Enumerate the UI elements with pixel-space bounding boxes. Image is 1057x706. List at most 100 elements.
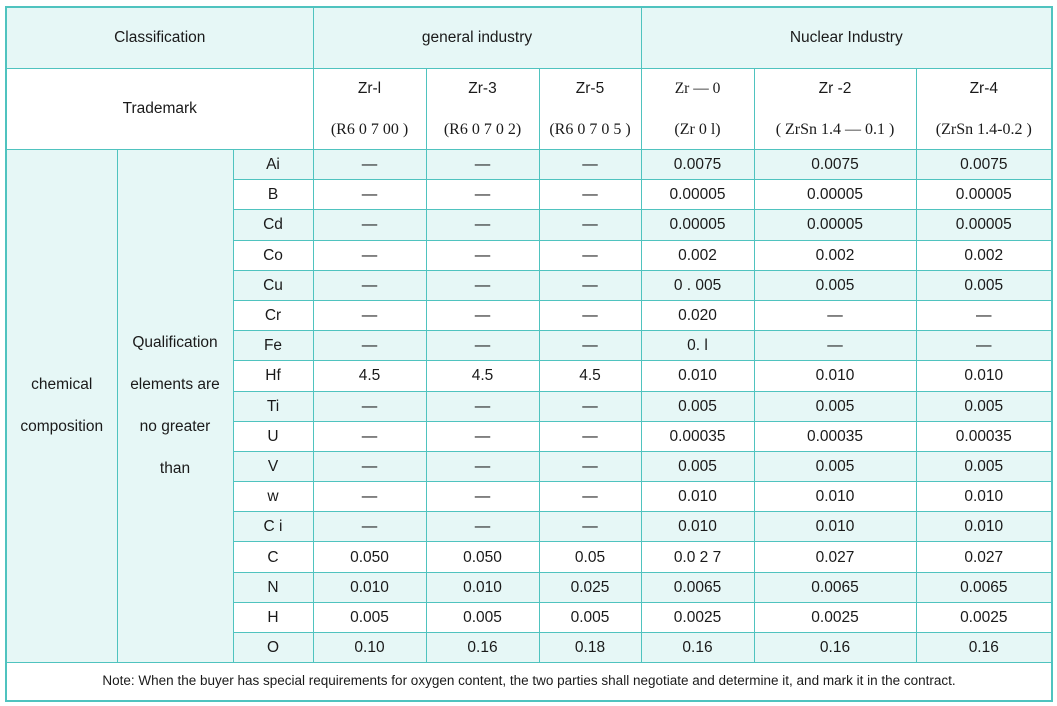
value-cell: 0.0075: [915, 148, 1053, 181]
header-row-grades: Trademark Zr-l (R6 0 7 00 ) Zr-3 (R6 0 7 0…: [5, 68, 1053, 150]
value-cell: —: [425, 239, 540, 271]
value-cell: —: [538, 299, 642, 332]
value-cell: —: [915, 330, 1053, 362]
grade-code: ( ZrSn 1.4 — 0.1 ): [775, 120, 895, 138]
table-row: N 0.010 0.010 0.025 0.0065 0.0065 0.0065: [6, 571, 1053, 603]
qualification-line: no greater: [139, 418, 211, 436]
value-cell: 0.0025: [640, 601, 755, 634]
value-cell: —: [312, 179, 427, 211]
element-symbol: w: [232, 481, 314, 513]
grade-code: (R6 0 7 0 2): [443, 120, 522, 138]
value-cell: 0.005: [915, 450, 1053, 483]
value-cell: 0.010: [312, 571, 427, 603]
value-cell: 0.00035: [915, 420, 1053, 452]
value-cell: 0.10: [312, 631, 427, 664]
value-cell: 0.002: [915, 239, 1053, 271]
grade-header: Zr — 0 (Zr 0 l): [640, 68, 755, 150]
value-cell: 0.027: [753, 541, 917, 573]
classification-header: Classification: [5, 6, 314, 69]
grade-header: Zr-l (R6 0 7 00 ): [312, 68, 427, 150]
grade-name: Zr-3: [468, 79, 497, 97]
value-cell: 0.16: [425, 631, 540, 664]
grade-name: Zr — 0: [674, 79, 721, 97]
value-cell: —: [312, 299, 427, 332]
value-cell: 0.010: [640, 511, 755, 543]
nuclear-industry-header: Nuclear Industry: [640, 6, 1053, 69]
value-cell: —: [538, 481, 642, 513]
value-cell: 0.027: [915, 541, 1053, 573]
value-cell: 0.0075: [640, 148, 755, 181]
value-cell: 0.005: [915, 390, 1053, 422]
value-cell: —: [312, 420, 427, 452]
grade-code: (R6 0 7 0 5 ): [549, 120, 631, 138]
value-cell: —: [915, 299, 1053, 332]
value-cell: —: [425, 148, 540, 181]
value-cell: —: [538, 148, 642, 181]
value-cell: 0.005: [640, 450, 755, 483]
qualification-line: elements are: [130, 376, 220, 394]
value-cell: —: [312, 390, 427, 422]
value-cell: —: [312, 269, 427, 301]
grade-header: Zr-5 (R6 0 7 0 5 ): [538, 68, 642, 150]
value-cell: 0.050: [312, 541, 427, 573]
grade-code: (R6 0 7 00 ): [330, 120, 409, 138]
value-cell: 0.0025: [753, 601, 917, 634]
value-cell: —: [538, 179, 642, 211]
value-cell: —: [425, 511, 540, 543]
table-row: U — — —0.00035 0.00035 0.00035: [6, 420, 1053, 452]
value-cell: 0.020: [640, 299, 755, 332]
value-cell: —: [312, 450, 427, 483]
value-cell: 4.5: [538, 360, 642, 392]
value-cell: 0.025: [538, 571, 642, 603]
value-cell: 0.00035: [640, 420, 755, 452]
value-cell: 0.00035: [753, 420, 917, 452]
value-cell: —: [538, 239, 642, 271]
value-cell: 0. l: [640, 330, 755, 362]
value-cell: —: [425, 481, 540, 513]
value-cell: 0.00005: [915, 209, 1053, 241]
element-symbol: Cr: [232, 299, 314, 332]
table-row: C i — — —0.010 0.010 0.010: [6, 511, 1053, 543]
header-row-categories: Classification general industry Nuclear …: [5, 6, 1053, 69]
table-row: Co — — —0.002 0.002 0.002: [6, 239, 1053, 271]
value-cell: —: [425, 330, 540, 362]
group-line: composition: [20, 418, 104, 436]
value-cell: 0.002: [640, 239, 755, 271]
value-cell: 0.005: [538, 601, 642, 634]
value-cell: —: [425, 299, 540, 332]
grade-name: Zr-5: [575, 79, 605, 97]
table-row: O 0.10 0.16 0.18 0.16 0.16 0.16: [6, 631, 1053, 664]
value-cell: 0.005: [753, 450, 917, 483]
value-cell: 0.010: [640, 360, 755, 392]
element-symbol: C: [232, 541, 314, 573]
qualification-label: Qualification elements are no greater than: [116, 148, 234, 664]
value-cell: —: [425, 420, 540, 452]
value-cell: 0.0075: [753, 148, 917, 181]
value-cell: —: [538, 209, 642, 241]
value-cell: 0.050: [425, 541, 540, 573]
element-symbol: N: [232, 571, 314, 603]
value-cell: 0.010: [915, 360, 1053, 392]
composition-table: Classification general industry Nuclear …: [5, 6, 1054, 703]
group-line: chemical: [31, 376, 93, 394]
value-cell: —: [538, 511, 642, 543]
grade-name: Zr-l: [357, 79, 382, 97]
element-symbol: Cu: [232, 269, 314, 301]
value-cell: —: [312, 239, 427, 271]
value-cell: —: [312, 330, 427, 362]
element-symbol: Hf: [232, 360, 314, 392]
value-cell: 0.0065: [753, 571, 917, 603]
value-cell: —: [312, 209, 427, 241]
general-industry-header: general industry: [312, 6, 642, 69]
qualification-line: Qualification: [132, 334, 218, 352]
value-cell: —: [538, 269, 642, 301]
value-cell: 0.18: [538, 631, 642, 664]
value-cell: —: [538, 420, 642, 452]
grade-header: Zr-3 (R6 0 7 0 2): [425, 68, 540, 150]
grade-header: Zr -2 ( ZrSn 1.4 — 0.1 ): [753, 68, 917, 150]
value-cell: 4.5: [425, 360, 540, 392]
value-cell: 0.005: [753, 269, 917, 301]
table-row: Cu — — —0 . 005 0.005 0.005: [6, 269, 1053, 301]
value-cell: —: [538, 390, 642, 422]
value-cell: 0.005: [915, 269, 1053, 301]
